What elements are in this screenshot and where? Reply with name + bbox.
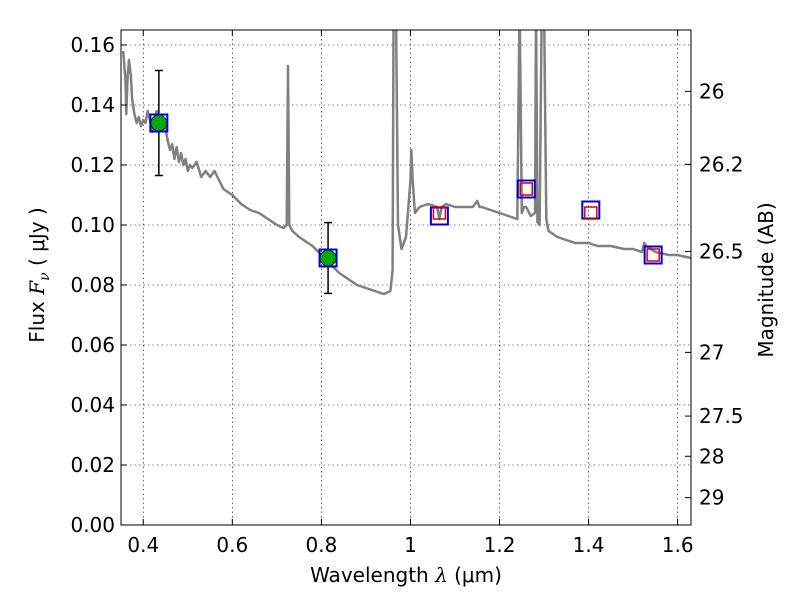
y-tick-label: 0.02 — [70, 453, 115, 477]
y-tick-label: 0.12 — [70, 153, 115, 177]
x-tick-label: 1.4 — [573, 533, 605, 557]
x-label-lambda: λ — [434, 563, 448, 587]
y2-tick-label: 29 — [699, 486, 724, 510]
x-tick-label: 1.2 — [484, 533, 516, 557]
y-tick-label: 0.10 — [70, 213, 115, 237]
y2-tick-label: 27.5 — [699, 404, 744, 428]
sed-line — [121, 30, 691, 296]
model-photometry-point — [643, 245, 663, 265]
y2-tick-label: 26.5 — [699, 239, 744, 263]
y-label-prefix: Flux — [25, 295, 49, 343]
y2-tick-label: 26.2 — [699, 152, 744, 176]
y-label-subscript: ν — [37, 272, 53, 281]
synthetic-point — [646, 248, 660, 262]
y-tick-label: 0.04 — [70, 393, 115, 417]
plot-area — [121, 30, 691, 296]
x-tick-label: 1 — [404, 533, 417, 557]
plot-content — [121, 30, 691, 296]
x-tick-label: 0.6 — [216, 533, 248, 557]
y-tick-label: 0.16 — [70, 33, 115, 57]
observed-point — [319, 249, 337, 267]
y-axis-label: Flux Fν ( μJy ) — [25, 207, 53, 342]
y-tick-label: 0.14 — [70, 93, 115, 117]
y-label-unit: ( μJy ) — [25, 207, 49, 272]
y2-axis-label: Magnitude (AB) — [754, 202, 778, 357]
synthetic-point — [432, 206, 447, 220]
x-tick-label: 0.4 — [127, 533, 159, 557]
x-axis-label: Wavelength λ (μm) — [310, 563, 502, 587]
model-photometry-point — [318, 248, 338, 268]
synthetic-point — [519, 182, 533, 196]
axes-frame — [120, 29, 692, 526]
y-tick-label: 0.08 — [70, 273, 115, 297]
y2-tick-label: 27 — [699, 340, 724, 364]
y2-tick-label: 26 — [699, 79, 724, 103]
x-tick-label: 0.8 — [305, 533, 337, 557]
y2-tick-label: 28 — [699, 444, 724, 468]
x-tick-label: 1.6 — [662, 533, 694, 557]
observed-point — [150, 114, 168, 132]
model-photometry-point — [149, 113, 169, 133]
axis-ticks: 0.4 0.6 0.8 1 1.2 1.4 1.6 0.00 0.02 0.04 0.06 0.08 0… — [70, 30, 744, 557]
y-tick-label: 0.00 — [70, 513, 115, 537]
grid — [121, 30, 691, 526]
synthetic-point — [584, 206, 598, 220]
y-label-symbol: F — [25, 280, 49, 296]
model-photometry-point — [516, 179, 536, 199]
x-label-prefix: Wavelength — [310, 563, 435, 587]
x-label-unit: (μm) — [448, 563, 502, 587]
y-tick-label: 0.06 — [70, 333, 115, 357]
